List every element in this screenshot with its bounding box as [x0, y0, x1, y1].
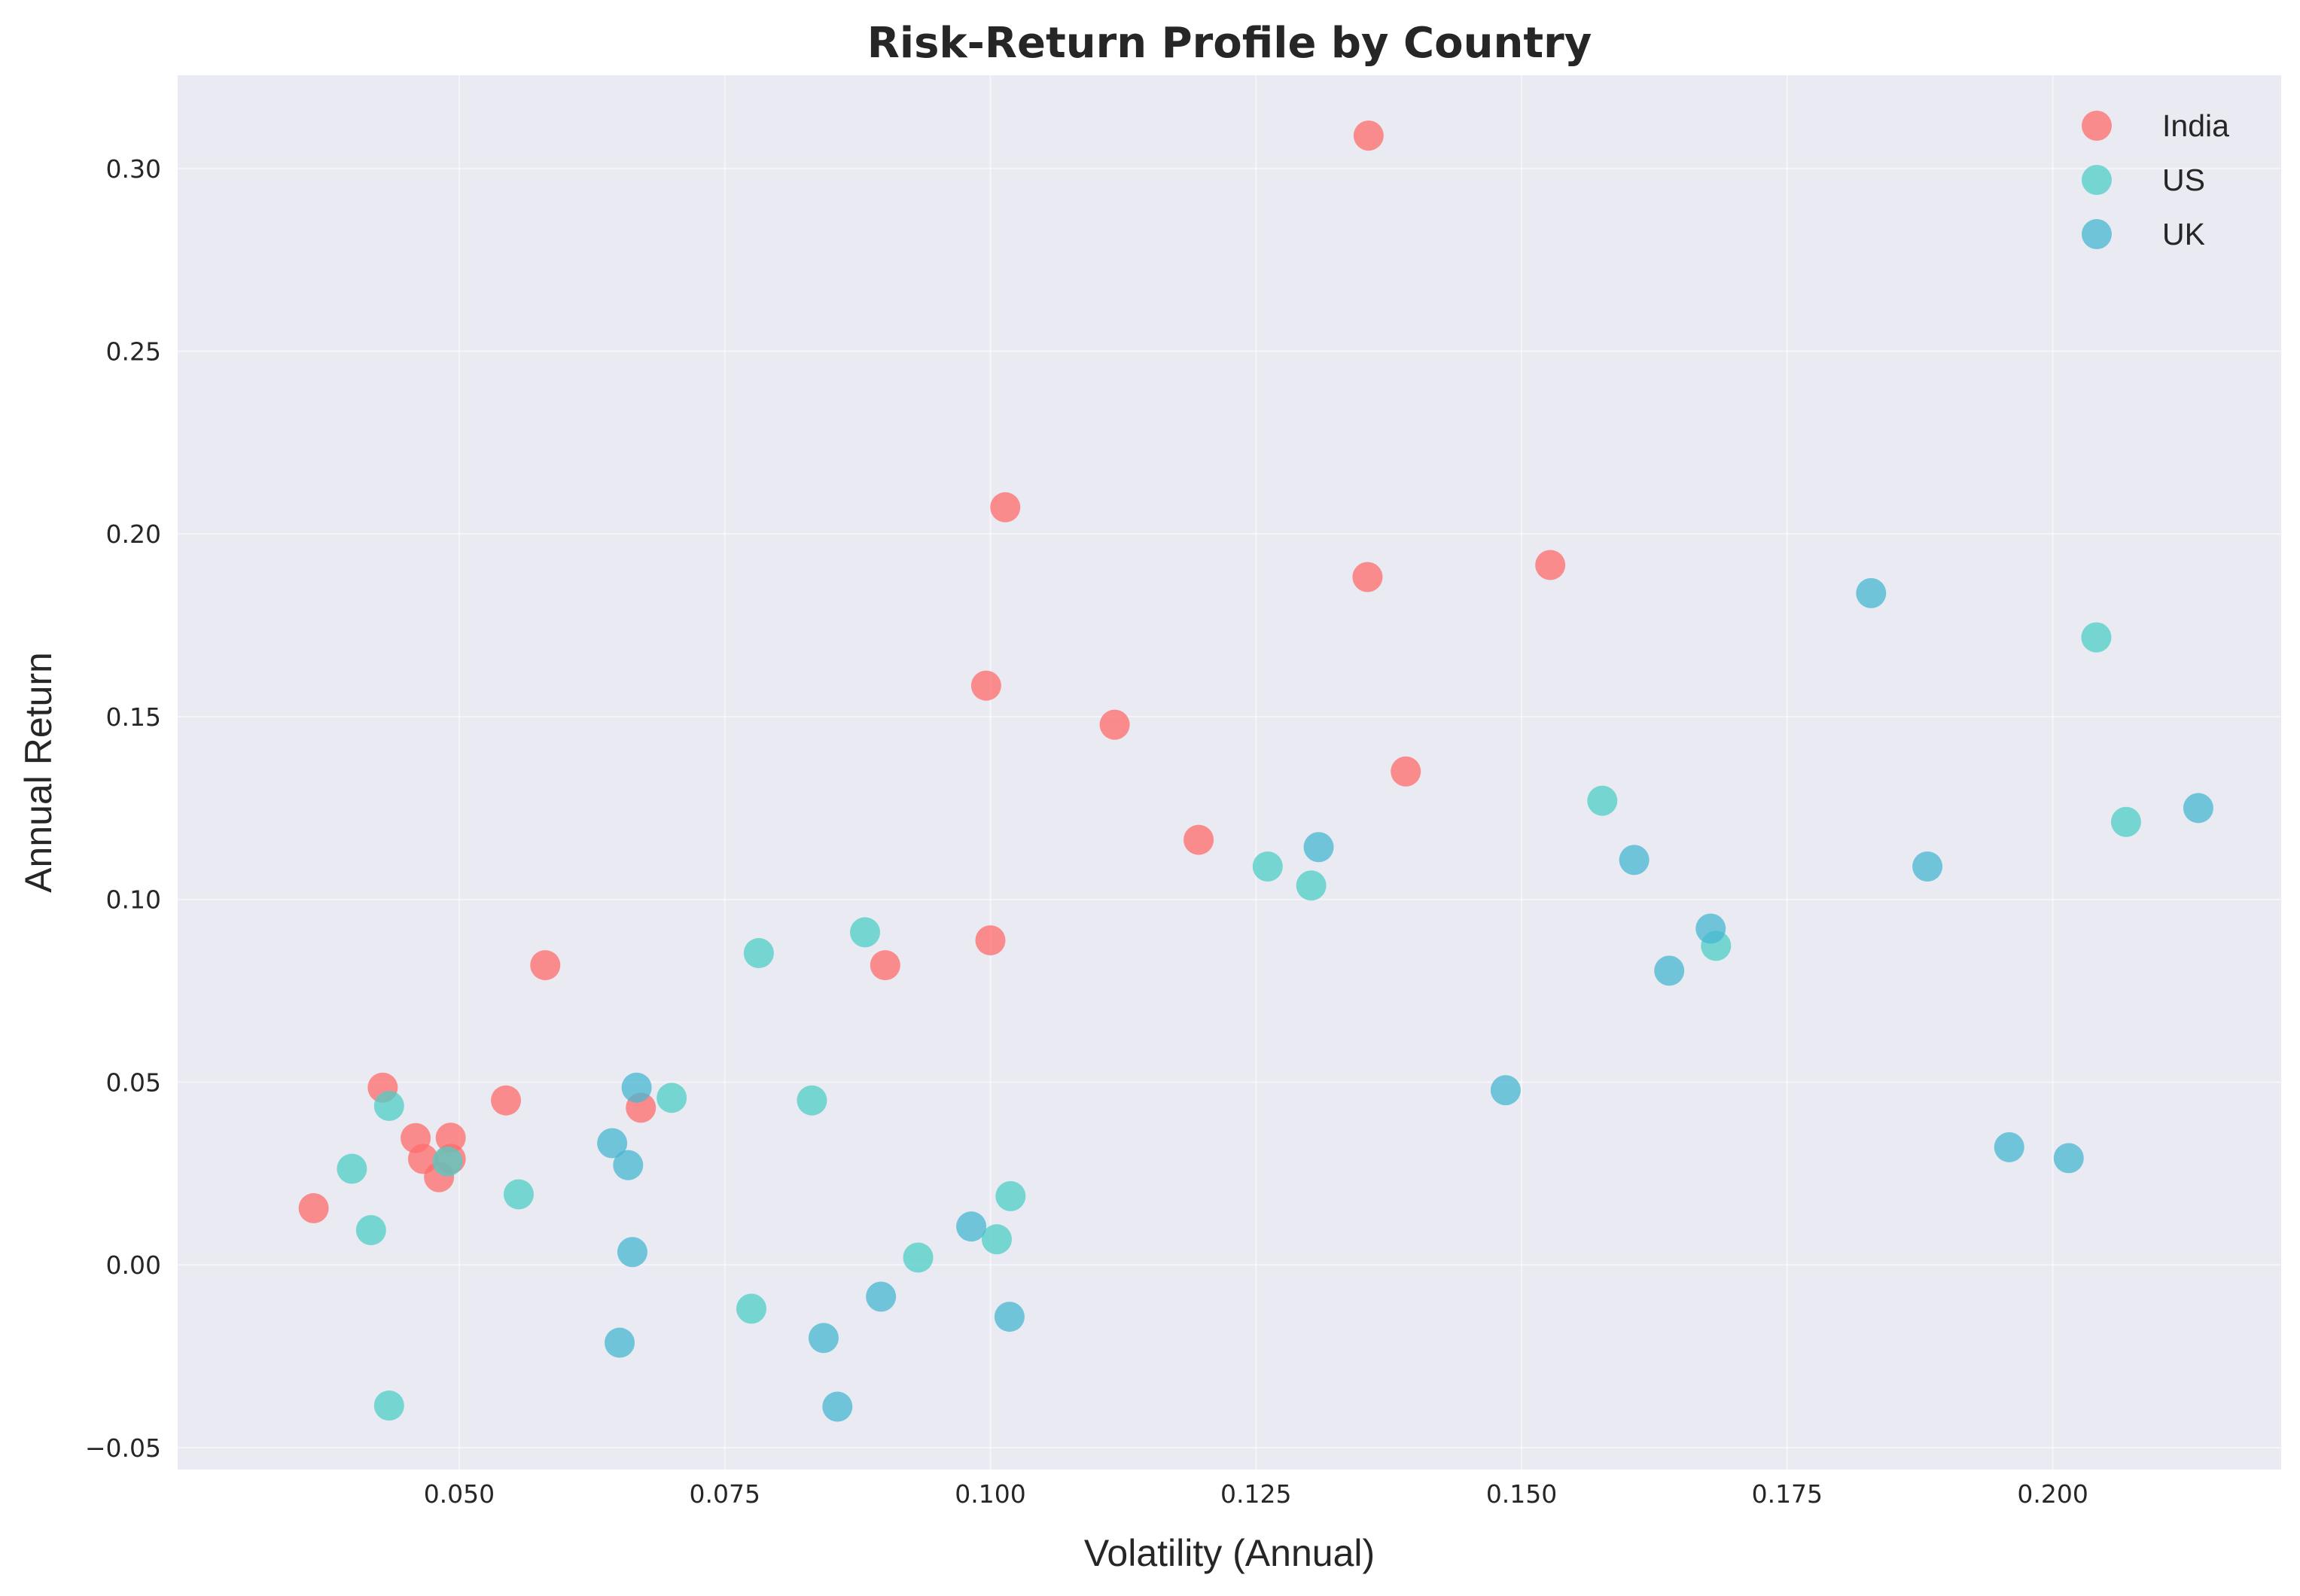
data-point-uk	[621, 1072, 652, 1103]
data-point-india	[970, 670, 1001, 701]
data-point-us	[1252, 851, 1283, 882]
data-point-uk	[605, 1327, 635, 1358]
data-point-uk	[1303, 832, 1334, 863]
data-point-india	[1184, 824, 1214, 855]
y-tick-label: 0.25	[106, 337, 161, 367]
data-point-us	[743, 938, 774, 969]
data-point-us	[1587, 785, 1618, 816]
data-point-uk	[956, 1211, 987, 1242]
y-tick-label: 0.00	[106, 1250, 161, 1280]
data-point-india	[530, 950, 561, 981]
data-point-us	[432, 1146, 463, 1177]
data-point-uk	[597, 1128, 628, 1159]
legend-marker-india	[2082, 111, 2112, 141]
data-point-us	[797, 1085, 827, 1116]
x-axis-ticks: 0.050 0.075 0.100 0.125 0.150 0.175 0.200	[424, 1479, 2088, 1509]
data-point-us	[337, 1153, 367, 1184]
data-point-uk	[808, 1323, 839, 1354]
data-point-uk	[994, 1302, 1025, 1333]
data-point-us	[373, 1390, 404, 1421]
x-tick-label: 0.125	[1220, 1479, 1291, 1509]
data-point-india	[298, 1192, 329, 1223]
data-point-india	[1099, 709, 1130, 740]
data-points	[298, 120, 2213, 1422]
legend-label-india: India	[2162, 108, 2229, 143]
data-point-india	[870, 950, 900, 981]
data-point-us	[1296, 870, 1327, 901]
plot-area	[178, 75, 2281, 1470]
data-point-india	[435, 1122, 466, 1153]
data-point-us	[903, 1242, 934, 1273]
data-point-uk	[2183, 793, 2213, 824]
y-axis-ticks: −0.05 0.00 0.05 0.10 0.15 0.20 0.25 0.30	[85, 154, 161, 1463]
data-point-uk	[1654, 955, 1685, 986]
data-point-india	[1353, 120, 1384, 151]
y-tick-label: −0.05	[85, 1433, 161, 1463]
data-point-uk	[1856, 577, 1887, 608]
series-us	[337, 622, 2141, 1421]
legend-marker-uk	[2082, 219, 2112, 249]
data-point-us	[355, 1215, 386, 1246]
y-tick-label: 0.15	[106, 702, 161, 732]
data-point-india	[1391, 756, 1421, 787]
x-tick-label: 0.050	[424, 1479, 495, 1509]
data-point-india	[491, 1085, 522, 1116]
data-point-us	[373, 1090, 404, 1121]
data-point-us	[2081, 622, 2112, 653]
data-point-us	[503, 1179, 534, 1210]
data-point-us	[2110, 806, 2141, 837]
chart-title: Risk-Return Profile by Country	[867, 19, 1592, 68]
data-point-uk	[617, 1237, 647, 1268]
x-tick-label: 0.175	[1752, 1479, 1823, 1509]
data-point-us	[981, 1224, 1012, 1255]
data-point-us	[995, 1180, 1026, 1211]
data-point-uk	[1619, 845, 1650, 876]
data-point-us	[849, 917, 880, 948]
x-tick-label: 0.075	[689, 1479, 760, 1509]
legend-label-us: US	[2162, 163, 2205, 197]
x-tick-label: 0.100	[955, 1479, 1025, 1509]
data-point-uk	[1912, 851, 1943, 882]
y-tick-label: 0.20	[106, 519, 161, 549]
data-point-uk	[866, 1281, 897, 1312]
y-tick-label: 0.30	[106, 154, 161, 184]
y-tick-label: 0.05	[106, 1068, 161, 1097]
x-axis-label: Volatility (Annual)	[1084, 1532, 1375, 1574]
series-uk	[597, 577, 2213, 1422]
data-point-india	[990, 492, 1021, 522]
data-point-us	[736, 1293, 766, 1324]
data-point-uk	[613, 1150, 644, 1180]
data-point-india	[1352, 562, 1383, 592]
legend: India US UK	[2082, 108, 2229, 251]
data-point-uk	[1490, 1075, 1521, 1106]
data-point-uk	[2053, 1143, 2084, 1174]
legend-marker-us	[2082, 165, 2112, 195]
data-point-us	[656, 1083, 687, 1113]
y-axis-label: Annual Return	[17, 652, 59, 893]
x-tick-label: 0.150	[1486, 1479, 1557, 1509]
data-point-india	[975, 925, 1006, 956]
data-point-uk	[1695, 913, 1726, 944]
x-tick-label: 0.200	[2017, 1479, 2088, 1509]
data-point-uk	[1994, 1132, 2024, 1162]
data-point-uk	[822, 1391, 853, 1422]
data-point-india	[1535, 550, 1566, 580]
legend-label-uk: UK	[2162, 217, 2205, 251]
grid	[178, 75, 2281, 1470]
y-tick-label: 0.10	[106, 885, 161, 915]
